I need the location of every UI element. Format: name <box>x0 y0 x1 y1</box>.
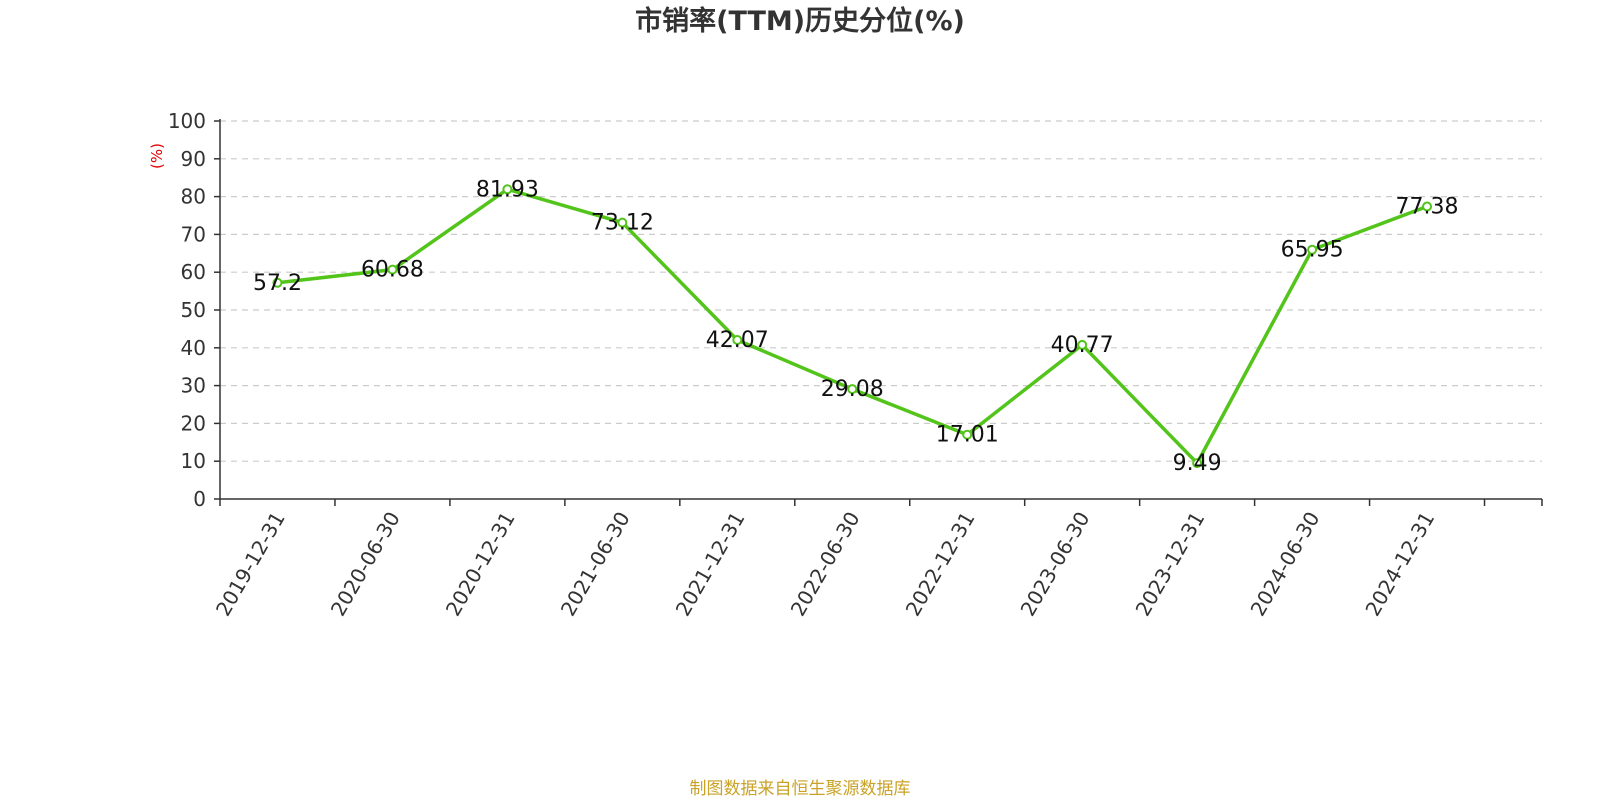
data-point <box>1077 339 1088 350</box>
data-label: 77.38 <box>1396 195 1459 220</box>
data-label: 40.77 <box>1051 333 1114 358</box>
data-point <box>1422 201 1433 212</box>
x-tick-label: 2023-06-30 <box>1016 508 1095 621</box>
y-tick-label: 80 <box>181 185 206 209</box>
data-point <box>1192 458 1203 469</box>
axes <box>214 119 1543 506</box>
data-labels: 57.2 60.68 81.93 73.12 42.07 29.08 17.01 40.77 9… <box>253 177 1459 476</box>
x-tick-label: 2020-12-31 <box>441 508 520 621</box>
data-label: 42.07 <box>706 328 769 353</box>
y-tick-label: 90 <box>181 147 206 171</box>
data-label: 29.08 <box>821 377 884 402</box>
x-tick-labels: 2019-12-31 2020-06-30 2020-12-31 2021-06-30… <box>211 508 1439 621</box>
x-tick-label: 2019-12-31 <box>211 508 290 621</box>
data-label: 9.49 <box>1173 451 1222 476</box>
y-tick-label: 20 <box>181 411 206 435</box>
series-line <box>277 187 1428 465</box>
x-tick-label: 2021-06-30 <box>556 508 635 621</box>
data-point <box>387 264 398 275</box>
y-axis-label: (%) <box>148 143 166 169</box>
y-tick-label: 0 <box>193 487 206 511</box>
data-label: 65.95 <box>1281 238 1344 263</box>
y-tick-label: 60 <box>181 260 206 284</box>
data-label: 57.2 <box>253 271 302 296</box>
x-tick-label: 2022-12-31 <box>901 508 980 621</box>
y-tick-label: 40 <box>181 336 206 360</box>
source-note: 制图数据来自恒生聚源数据库 <box>689 779 911 799</box>
y-tick-label: 50 <box>181 298 206 322</box>
x-tick-label: 2021-12-31 <box>671 508 750 621</box>
chart-title: 市销率(TTM)历史分位(%) <box>635 6 965 37</box>
data-point <box>1307 244 1318 255</box>
y-tick-label: 10 <box>181 449 206 473</box>
x-tick-label: 2023-12-31 <box>1131 508 1210 621</box>
y-tick-labels: 0 10 20 30 40 50 60 70 80 90 100 <box>168 109 206 511</box>
grid-lines <box>220 120 1542 462</box>
x-tick-label: 2024-06-30 <box>1246 508 1325 621</box>
x-tick-label: 2024-12-31 <box>1360 508 1439 621</box>
data-label: 73.12 <box>591 211 654 236</box>
x-tick-label: 2022-06-30 <box>786 508 865 621</box>
data-point <box>502 184 513 195</box>
x-tick-label: 2020-06-30 <box>326 508 405 621</box>
y-tick-label: 100 <box>168 109 206 133</box>
data-point <box>732 334 743 345</box>
data-point <box>962 429 973 440</box>
data-label: 60.68 <box>361 258 424 283</box>
series <box>272 184 1433 469</box>
data-point <box>617 217 628 228</box>
data-label: 81.93 <box>476 177 539 202</box>
y-tick-label: 30 <box>181 374 206 398</box>
data-label: 17.01 <box>936 423 999 448</box>
y-tick-label: 70 <box>181 222 206 246</box>
data-point <box>272 277 283 288</box>
data-point <box>847 384 858 395</box>
